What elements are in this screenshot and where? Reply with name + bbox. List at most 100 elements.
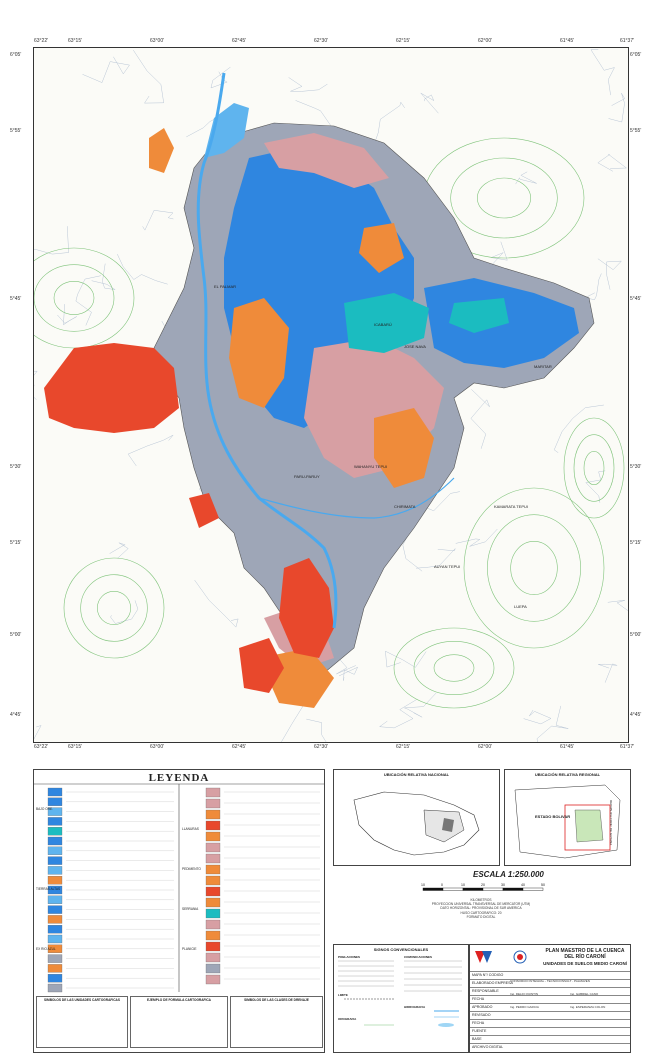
coord-bottom-4: 62°30' bbox=[314, 744, 329, 750]
legend-swatch-left-9 bbox=[47, 876, 63, 885]
legend-swatch-left-10 bbox=[47, 885, 63, 895]
conventional-signs: SIGNOS CONVENCIONALES POBLACIONES COMUNI… bbox=[333, 944, 469, 1053]
legend-panel: LEYENDA BAJO ORE. TIERRAS ALTAS EX RIO AZU… bbox=[33, 769, 325, 1053]
titleblock-row-label-7: FUENTE bbox=[472, 1029, 487, 1033]
place-label-6: PARU-PARUY bbox=[294, 474, 320, 479]
tributary-river bbox=[258, 477, 455, 519]
scale-tick-4: 30 bbox=[501, 883, 505, 887]
coord-top-6: 62°00' bbox=[478, 38, 493, 44]
national-inset-map bbox=[353, 791, 480, 856]
coord-bottom-3: 62°45' bbox=[232, 744, 247, 750]
note-2: DATO HORIZONTAL: PROVISIONAL DE SUR AMER… bbox=[440, 906, 522, 911]
coord-top-8: 61°37' bbox=[620, 38, 635, 44]
legend-group-left-2: EX RIO AZUL bbox=[36, 947, 56, 951]
scale-tick-2: 10 bbox=[461, 883, 465, 887]
place-label-0: EL PALMAR bbox=[214, 284, 236, 289]
scale-unit: KILOMETROS bbox=[470, 898, 492, 902]
coord-bottom-2: 63°00' bbox=[150, 744, 165, 750]
national-inset: UBICACIÓN RELATIVA NACIONAL bbox=[333, 769, 500, 866]
titleblock-row-6: FECHA bbox=[470, 1019, 630, 1028]
coord-bottom-0: 63°22' bbox=[34, 744, 49, 750]
soil-unit-orange-1 bbox=[229, 298, 289, 408]
coord-bottom-8: 61°37' bbox=[620, 744, 635, 750]
map-notes: KILOMETROS PROYECCION UNIVERSAL TRANSVER… bbox=[333, 898, 629, 919]
person-3: Ing. PEDRO GARCIA bbox=[510, 1005, 539, 1009]
regional-inset-title: UBICACIÓN RELATIVA REGIONAL bbox=[534, 772, 601, 777]
coord-right-0: 6°05' bbox=[630, 52, 642, 58]
soil-unit-red-small bbox=[189, 493, 219, 528]
legend-swatch-right-15 bbox=[205, 952, 221, 963]
titleblock-row-label-4: APROBADO bbox=[472, 1005, 493, 1009]
scale-tick-3: 20 bbox=[481, 883, 485, 887]
legend-swatch-right-16 bbox=[205, 963, 221, 974]
titleblock-row-3: FECHA bbox=[470, 995, 630, 1004]
legend-swatch-left-6 bbox=[47, 846, 63, 855]
signs-col-3: LIMITE bbox=[338, 993, 348, 997]
legend-swatch-left-11 bbox=[47, 895, 63, 904]
legend-group-right-1: PEDIMENTO bbox=[182, 867, 201, 871]
legend-symbols-title: SIMBOLOS DE LAS UNIDADES CARTOGRAFICAS bbox=[44, 998, 120, 1002]
legend-group-right-3: PLANICIE bbox=[182, 947, 197, 951]
place-label-4: WAHANYU TEPUI bbox=[354, 464, 387, 469]
legend-swatch-right-9 bbox=[205, 886, 221, 897]
place-label-8: LUEPA bbox=[514, 604, 527, 609]
signs-col-5: OROGRAFIA bbox=[338, 1017, 357, 1021]
soil-unit-red-south2 bbox=[239, 638, 284, 693]
legend-swatch-right-10 bbox=[205, 897, 221, 908]
signs-col-1: POBLACIONES bbox=[338, 955, 361, 959]
project-title: PLAN MAESTRO DE LA CUENCA DEL RÍO CARONÍ bbox=[545, 948, 625, 960]
regional-inset: UBICACIÓN RELATIVA REGIONAL ESTADO BOLIV… bbox=[504, 769, 631, 866]
coord-bottom-5: 62°15' bbox=[396, 744, 411, 750]
legend-swatch-right-4 bbox=[205, 831, 221, 842]
coord-left-6: 4°45' bbox=[10, 712, 22, 718]
soil-unit-orange-2 bbox=[374, 408, 434, 488]
coord-top-3: 62°45' bbox=[232, 38, 247, 44]
legend-swatch-right-13 bbox=[205, 930, 221, 941]
coord-left-4: 5°15' bbox=[10, 540, 22, 546]
legend-formula-box: EJEMPLO DE FORMULA CARTOGRAFICA bbox=[130, 996, 228, 1048]
legend-swatch-left-16 bbox=[47, 944, 63, 953]
soil-unit-cyan bbox=[344, 293, 429, 353]
legend-swatch-right-8 bbox=[205, 875, 221, 886]
note-1: PROYECCION UNIVERSAL TRANSVERSAL DE MERC… bbox=[431, 902, 531, 907]
coord-top-0: 63°22' bbox=[34, 38, 49, 44]
person-2: Ing. GABRIEL CANO bbox=[570, 992, 599, 996]
coord-top-2: 63°00' bbox=[150, 38, 165, 44]
national-inset-title: UBICACIÓN RELATIVA NACIONAL bbox=[383, 772, 450, 777]
legend-swatch-left-2 bbox=[47, 807, 63, 816]
coord-left-5: 5°00' bbox=[10, 632, 22, 638]
legend-swatch-left-19 bbox=[47, 974, 63, 983]
legend-swatch-left-7 bbox=[47, 856, 63, 865]
legend-swatch-left-15 bbox=[47, 934, 63, 944]
titleblock-row-9: ARCHIVO DIGITAL bbox=[470, 1043, 630, 1052]
legend-swatch-left-12 bbox=[47, 905, 63, 914]
titleblock-row-5: REVISADO bbox=[470, 1011, 630, 1020]
titleblock-row-label-5: REVISADO bbox=[472, 1013, 491, 1017]
person-1: Ing. DELIO QUINTIN bbox=[510, 992, 539, 996]
regional-inset-map bbox=[514, 784, 621, 859]
regional-inset-guyana-label: REPUBLICA COOP. DE GUYANA bbox=[609, 800, 613, 846]
legend-swatch-right-12 bbox=[205, 919, 221, 930]
coord-top-4: 62°30' bbox=[314, 38, 329, 44]
legend-table: BAJO ORE. TIERRAS ALTAS EX RIO AZUL LLANURA… bbox=[34, 783, 324, 993]
coord-top-5: 62°15' bbox=[396, 38, 411, 44]
soil-unit-red-west bbox=[44, 343, 179, 433]
coord-right-2: 5°45' bbox=[630, 296, 642, 302]
main-map[interactable]: EL PALMAR ICABARÚ JOSE NAVA MARITAR WAHANYU … bbox=[33, 47, 629, 743]
legend-group-left-0: BAJO ORE. bbox=[36, 807, 53, 811]
legend-swatch-left-18 bbox=[47, 964, 63, 973]
coord-right-4: 5°15' bbox=[630, 540, 642, 546]
conventional-signs-title: SIGNOS CONVENCIONALES bbox=[373, 947, 429, 952]
legend-swatch-right-14 bbox=[205, 941, 221, 952]
legend-swatch-left-3 bbox=[47, 817, 63, 826]
scale-bar: 10 0 10 20 30 40 50 bbox=[421, 883, 545, 891]
coord-top-1: 63°15' bbox=[68, 38, 83, 44]
coord-right-6: 4°45' bbox=[630, 712, 642, 718]
map-title: UNIDADES DE SUELOS MEDIO CARONÍ bbox=[543, 961, 627, 966]
legend-swatch-left-13 bbox=[47, 915, 63, 924]
soil-unit-red-south bbox=[279, 558, 334, 658]
coord-top-7: 61°45' bbox=[560, 38, 575, 44]
legend-group-right-0: LLANURAS bbox=[182, 827, 199, 831]
legend-swatch-right-11 bbox=[205, 908, 221, 919]
